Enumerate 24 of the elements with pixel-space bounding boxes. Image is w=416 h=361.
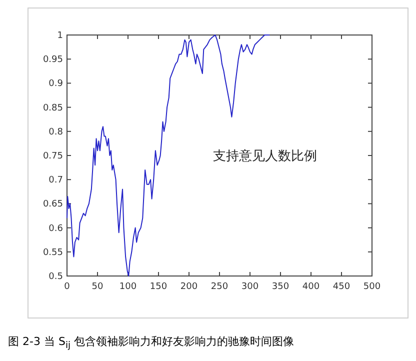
y-tick-label: 0.55 <box>42 248 63 258</box>
y-tick-label: 0.5 <box>48 272 63 282</box>
caption: 图 2-3 当 S$_{ij}$ 包含领袖影响力和好友影响力的驰豫时间图像 <box>8 334 294 352</box>
y-tick-label: 0.7 <box>48 176 63 186</box>
y-tick-label: 1 <box>57 31 63 41</box>
x-tick-label: 150 <box>150 282 168 292</box>
x-tick-label: 250 <box>210 282 228 292</box>
y-tick-label: 0.6 <box>48 224 64 234</box>
y-tick-label: 0.9 <box>48 79 64 90</box>
x-tick-label: 350 <box>272 282 290 292</box>
y-tick-label: 0.65 <box>42 200 63 210</box>
x-tick-label: 400 <box>302 282 320 292</box>
y-tick-label: 0.85 <box>42 103 63 114</box>
x-tick-label: 200 <box>180 282 198 292</box>
y-tick-label: 0.95 <box>42 55 63 66</box>
x-tick-label: 450 <box>332 282 350 292</box>
x-tick-label: 500 <box>363 282 381 292</box>
x-tick-label: 50 <box>92 282 104 292</box>
x-tick-label: 100 <box>119 282 137 292</box>
y-tick-label: 0.8 <box>48 127 64 138</box>
annotation: 支持意见人数比例 <box>213 149 317 164</box>
x-tick-label: 0 <box>64 282 70 292</box>
x-tick-label: 300 <box>241 282 259 292</box>
y-tick-label: 0.75 <box>42 152 63 162</box>
